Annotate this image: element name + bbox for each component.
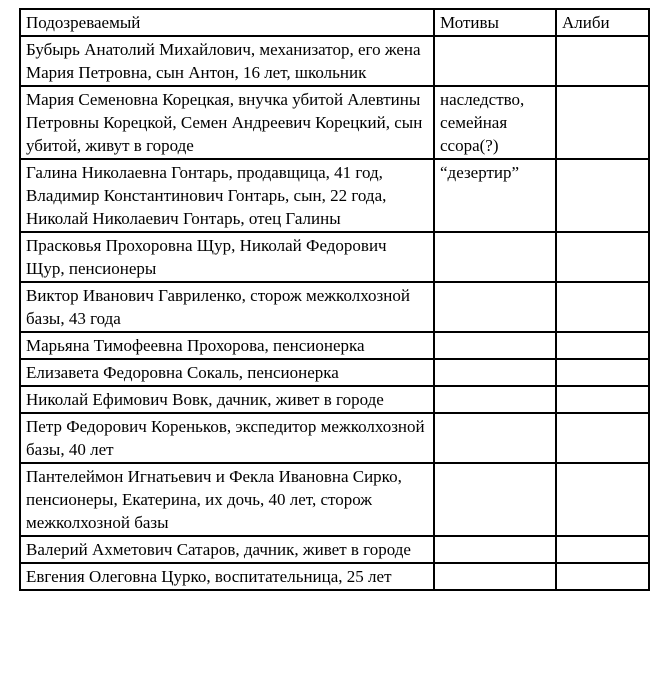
column-header-motives: Мотивы (433, 8, 557, 37)
suspect-cell: Виктор Иванович Гавриленко, сторож межко… (19, 281, 435, 333)
motives-cell (433, 562, 557, 591)
motives-cell (433, 412, 557, 464)
alibi-cell (555, 462, 650, 537)
alibi-cell (555, 281, 650, 333)
table-row: Бубырь Анатолий Михайлович, механизатор,… (19, 35, 650, 87)
column-header-suspect: Подозреваемый (19, 8, 435, 37)
header-row: Подозреваемый Мотивы Алиби (19, 8, 650, 37)
motives-cell (433, 385, 557, 414)
table-row: Николай Ефимович Вовк, дачник, живет в г… (19, 385, 650, 414)
table-row: Валерий Ахметович Сатаров, дачник, живет… (19, 535, 650, 564)
suspect-cell: Петр Федорович Кореньков, экспедитор меж… (19, 412, 435, 464)
alibi-cell (555, 412, 650, 464)
suspect-cell: Галина Николаевна Гонтарь, продавщица, 4… (19, 158, 435, 233)
alibi-cell (555, 385, 650, 414)
motives-cell (433, 358, 557, 387)
motives-cell (433, 462, 557, 537)
suspect-cell: Елизавета Федоровна Сокаль, пенсионерка (19, 358, 435, 387)
suspect-cell: Николай Ефимович Вовк, дачник, живет в г… (19, 385, 435, 414)
table-row: Галина Николаевна Гонтарь, продавщица, 4… (19, 158, 650, 233)
motives-cell (433, 535, 557, 564)
suspect-cell: Евгения Олеговна Цурко, воспитательница,… (19, 562, 435, 591)
alibi-cell (555, 158, 650, 233)
suspect-cell: Прасковья Прохоровна Щур, Николай Федоро… (19, 231, 435, 283)
suspect-cell: Валерий Ахметович Сатаров, дачник, живет… (19, 535, 435, 564)
alibi-cell (555, 535, 650, 564)
table-row: Пантелеймон Игнатьевич и Фекла Ивановна … (19, 462, 650, 537)
motives-cell (433, 281, 557, 333)
column-header-alibi: Алиби (555, 8, 650, 37)
table-row: Прасковья Прохоровна Щур, Николай Федоро… (19, 231, 650, 283)
alibi-cell (555, 35, 650, 87)
suspect-cell: Мария Семеновна Корецкая, внучка убитой … (19, 85, 435, 160)
alibi-cell (555, 85, 650, 160)
suspect-cell: Пантелеймон Игнатьевич и Фекла Ивановна … (19, 462, 435, 537)
table-row: Евгения Олеговна Цурко, воспитательница,… (19, 562, 650, 591)
motives-cell (433, 35, 557, 87)
motives-cell (433, 331, 557, 360)
table-row: Марьяна Тимофеевна Прохорова, пенсионерк… (19, 331, 650, 360)
alibi-cell (555, 331, 650, 360)
table-row: Петр Федорович Кореньков, экспедитор меж… (19, 412, 650, 464)
motives-cell: наследство, семейная ссора(?) (433, 85, 557, 160)
suspects-table: Подозреваемый Мотивы Алиби Бубырь Анатол… (19, 8, 650, 591)
alibi-cell (555, 358, 650, 387)
table-row: Виктор Иванович Гавриленко, сторож межко… (19, 281, 650, 333)
table-row: Елизавета Федоровна Сокаль, пенсионерка (19, 358, 650, 387)
alibi-cell (555, 562, 650, 591)
motives-cell (433, 231, 557, 283)
motives-cell: “дезертир” (433, 158, 557, 233)
suspect-cell: Марьяна Тимофеевна Прохорова, пенсионерк… (19, 331, 435, 360)
suspect-cell: Бубырь Анатолий Михайлович, механизатор,… (19, 35, 435, 87)
table-row: Мария Семеновна Корецкая, внучка убитой … (19, 85, 650, 160)
alibi-cell (555, 231, 650, 283)
